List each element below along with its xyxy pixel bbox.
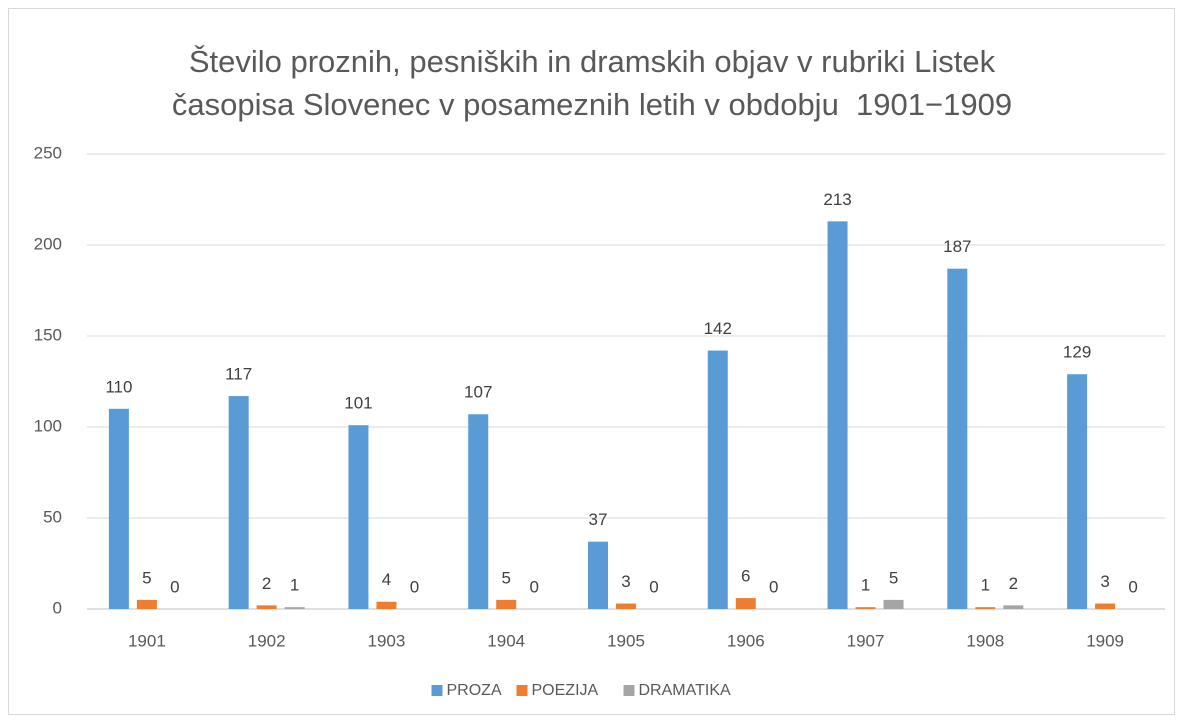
data-label: 2 (1009, 574, 1018, 593)
x-tick-label: 1904 (487, 631, 525, 650)
bar (855, 607, 876, 609)
bar (1095, 603, 1116, 609)
data-label: 4 (382, 570, 391, 589)
data-label: 129 (1063, 343, 1091, 362)
data-label: 142 (704, 319, 732, 338)
bar (228, 396, 249, 609)
y-tick-label: 200 (34, 234, 62, 253)
chart-title: Število proznih, pesniških in dramskih o… (189, 44, 996, 79)
y-tick-label: 50 (43, 507, 62, 526)
y-tick-label: 250 (34, 143, 62, 162)
data-label: 0 (769, 577, 778, 596)
data-label: 5 (889, 568, 898, 587)
bar (136, 599, 157, 609)
data-label: 1 (290, 576, 299, 595)
bar (883, 599, 904, 609)
data-label: 1 (981, 576, 990, 595)
data-label: 213 (823, 190, 851, 209)
legend-swatch (431, 685, 443, 696)
bar (1003, 605, 1024, 609)
legend-label: POEZIJA (532, 682, 599, 699)
legend-label: DRAMATIKA (639, 682, 731, 699)
legend-swatch (623, 685, 635, 696)
bar (947, 268, 968, 609)
data-label: 110 (105, 377, 132, 396)
data-label: 3 (621, 572, 630, 591)
bar (975, 607, 996, 609)
bar (284, 607, 305, 609)
data-label: 0 (1128, 577, 1137, 596)
data-label: 1 (861, 576, 870, 595)
bar (348, 425, 369, 609)
x-tick-label: 1906 (727, 631, 765, 650)
data-label: 117 (225, 365, 252, 384)
data-label: 107 (464, 383, 492, 402)
x-tick-label: 1903 (368, 631, 406, 650)
y-tick-label: 0 (53, 598, 62, 617)
data-label: 5 (501, 568, 510, 587)
x-tick-label: 1905 (607, 631, 645, 650)
legend-swatch (516, 685, 528, 696)
data-label: 187 (943, 237, 971, 256)
data-label: 6 (741, 567, 750, 586)
x-tick-label: 1902 (248, 631, 286, 650)
data-label: 101 (344, 394, 372, 413)
data-label: 3 (1100, 572, 1109, 591)
x-tick-label: 1909 (1086, 631, 1124, 650)
x-tick-label: 1908 (966, 631, 1004, 650)
y-tick-label: 100 (34, 416, 62, 435)
bar (496, 599, 517, 609)
legend-label: PROZA (447, 682, 502, 699)
data-label: 0 (410, 577, 419, 596)
bar (108, 408, 129, 609)
x-tick-label: 1901 (128, 631, 166, 650)
data-label: 0 (170, 577, 179, 596)
data-label: 0 (649, 577, 658, 596)
bar (735, 598, 756, 609)
bar (468, 414, 489, 609)
bar (588, 541, 608, 609)
x-tick-label: 1907 (847, 631, 885, 650)
bar (256, 605, 277, 609)
data-label: 5 (142, 568, 151, 587)
bar (827, 221, 848, 609)
bar (376, 601, 397, 609)
data-label: 2 (262, 574, 271, 593)
chart-title: časopisa Slovenec v posameznih letih v o… (172, 87, 1012, 122)
y-tick-label: 150 (34, 325, 62, 344)
data-label: 0 (529, 577, 538, 596)
data-label: 37 (589, 510, 608, 529)
bar (616, 603, 636, 609)
bar (1067, 374, 1088, 609)
bar (707, 350, 728, 609)
